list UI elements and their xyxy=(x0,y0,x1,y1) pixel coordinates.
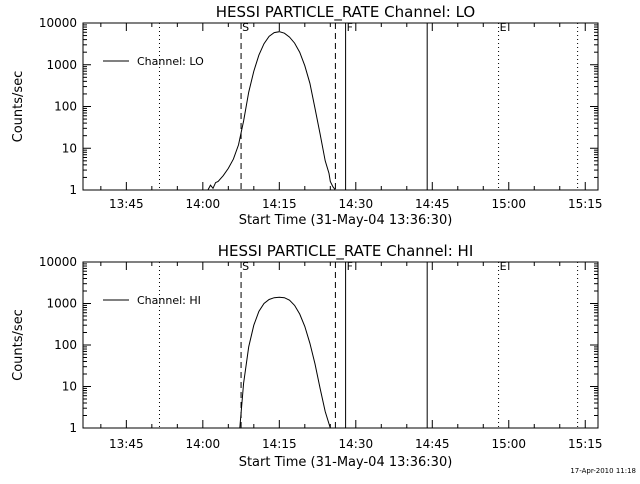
y-tick-label: 100 xyxy=(54,338,77,352)
y-tick-label: 10000 xyxy=(39,255,77,269)
x-tick-label: 14:45 xyxy=(415,197,450,211)
y-tick-label: 10 xyxy=(62,141,77,155)
x-tick-label: 14:45 xyxy=(415,437,450,451)
event-marker-label: F xyxy=(347,21,353,34)
legend-label: Channel: HI xyxy=(137,294,201,307)
x-axis-label: Start Time (31-May-04 13:36:30) xyxy=(239,213,453,228)
y-tick-label: 10 xyxy=(62,380,77,394)
event-marker-label: E xyxy=(500,21,507,34)
y-tick-label: 1000 xyxy=(46,58,77,72)
event-marker-label: E xyxy=(500,260,507,273)
panel-lo: HESSI PARTICLE_RATE Channel: LO 13:45 14:0… xyxy=(11,3,603,228)
y-tick-label: 10000 xyxy=(39,16,77,30)
x-tick-label: 14:00 xyxy=(186,437,221,451)
x-tick-label: 15:00 xyxy=(491,197,526,211)
y-axis-label: Counts/sec xyxy=(11,71,26,143)
series-line xyxy=(207,31,336,190)
plot-frame xyxy=(82,22,599,191)
y-axis-label: Counts/sec xyxy=(11,309,26,381)
footer-timestamp: 17-Apr-2010 11:18 xyxy=(570,467,636,475)
x-tick-label: 15:15 xyxy=(568,437,603,451)
event-marker-label: S xyxy=(242,21,249,34)
x-tick-label: 14:00 xyxy=(186,197,221,211)
x-tick-label: 14:30 xyxy=(339,197,374,211)
chart-title: HESSI PARTICLE_RATE Channel: LO xyxy=(216,3,475,22)
x-tick-label: 13:45 xyxy=(109,437,144,451)
x-tick-label: 14:15 xyxy=(262,437,297,451)
panel-hi: HESSI PARTICLE_RATE Channel: HI 13:45 14:0… xyxy=(11,242,603,470)
x-tick-label: 15:00 xyxy=(491,437,526,451)
x-tick-label: 15:15 xyxy=(568,197,603,211)
y-tick-label: 100 xyxy=(54,100,77,114)
y-tick-label: 1 xyxy=(69,183,77,197)
plot-frame xyxy=(82,261,599,429)
y-tick-label: 1 xyxy=(69,421,77,435)
x-axis-label: Start Time (31-May-04 13:36:30) xyxy=(239,455,453,470)
chart-title: HESSI PARTICLE_RATE Channel: HI xyxy=(218,242,474,261)
series-line xyxy=(239,296,331,428)
x-tick-label: 14:15 xyxy=(262,197,297,211)
legend-label: Channel: LO xyxy=(137,55,204,68)
y-tick-label: 1000 xyxy=(46,297,77,311)
event-marker-label: F xyxy=(347,260,353,273)
x-tick-label: 14:30 xyxy=(339,437,374,451)
x-tick-label: 13:45 xyxy=(109,197,144,211)
event-marker-label: S xyxy=(242,260,249,273)
